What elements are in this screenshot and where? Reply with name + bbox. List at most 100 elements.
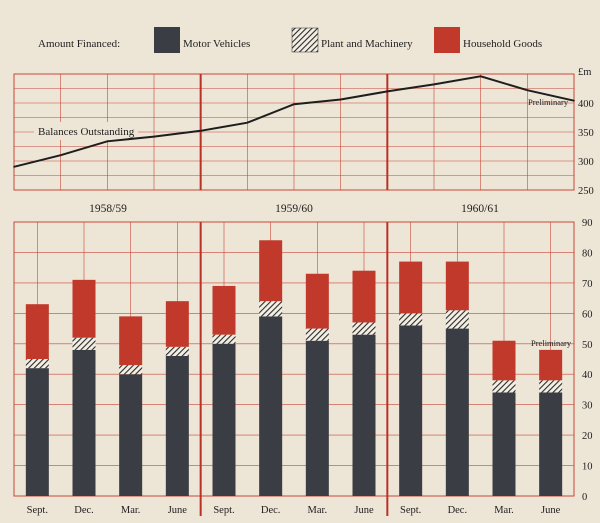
bar-x-tick: June	[354, 505, 374, 516]
line-y-tick-labels: 250 300 350 400	[578, 99, 594, 197]
bar-chart-year-dividers	[199, 222, 389, 516]
bar-stack	[25, 304, 49, 496]
line-y-tick: 400	[578, 99, 594, 110]
bar-plant	[212, 334, 236, 344]
bar-y-tick: 10	[582, 462, 593, 473]
bar-plant	[72, 337, 96, 350]
bar-chart-grid	[13, 221, 575, 497]
bar-x-tick: Dec.	[74, 505, 94, 516]
balances-line-chart: Balances Outstanding Preliminary £m 250 3…	[13, 67, 594, 197]
legend-label-motor-vehicles: Motor Vehicles	[183, 38, 250, 50]
bar-plant	[492, 380, 516, 393]
bar-household	[25, 304, 49, 359]
balances-point	[573, 99, 575, 102]
bar-motor	[25, 368, 49, 496]
balances-point	[339, 98, 342, 101]
legend-label-household-goods: Household Goods	[463, 38, 542, 50]
balances-point	[106, 140, 109, 143]
balances-point	[199, 130, 202, 132]
line-title: Balances Outstanding	[38, 126, 135, 138]
bar-household	[445, 261, 469, 311]
balances-points	[13, 75, 575, 168]
bar-household	[305, 273, 329, 329]
bar-y-tick: 90	[582, 218, 593, 229]
balances-point	[433, 83, 435, 86]
bar-motor	[165, 355, 189, 496]
bar-preliminary-note: Preliminary	[531, 338, 572, 348]
bar-stack	[539, 349, 563, 496]
bar-plant	[119, 365, 143, 375]
bar-household	[259, 240, 283, 302]
bar-stack	[72, 279, 96, 496]
bar-y-tick: 70	[582, 279, 593, 290]
balances-point	[13, 166, 15, 168]
balances-point	[246, 121, 249, 124]
bar-motor	[352, 334, 376, 496]
year-label-1958-59: 1958/59	[89, 203, 127, 215]
bar-household	[119, 316, 143, 366]
bar-plant	[399, 313, 423, 326]
bar-y-tick: 60	[582, 309, 593, 320]
bar-plant	[445, 310, 469, 329]
balances-point	[153, 135, 155, 138]
bar-chart-frame	[13, 221, 575, 497]
bar-household	[72, 279, 96, 338]
legend-title: Amount Financed:	[38, 38, 120, 50]
bar-stack	[492, 340, 516, 496]
year-labels: 1958/59 1959/60 1960/61	[89, 203, 499, 215]
bar-household	[165, 301, 189, 347]
amount-financed-bar-chart: Preliminary 0 10 20 30 40 50 60 70 80 90 Sept. Dec…	[13, 218, 593, 516]
line-title-background	[34, 122, 138, 140]
bar-plant	[259, 301, 283, 317]
bar-stack	[212, 285, 236, 496]
legend: Amount Financed: Motor Vehicles Plant an…	[38, 27, 542, 53]
bar-motor	[539, 392, 563, 496]
line-unit-label: £m	[578, 67, 591, 78]
bar-y-tick: 30	[582, 401, 593, 412]
bar-x-tick: June	[541, 505, 561, 516]
legend-swatch-motor-vehicles	[154, 27, 180, 53]
legend-label-plant-and-machinery: Plant and Machinery	[321, 38, 413, 50]
bar-stack	[445, 261, 469, 496]
line-y-tick: 250	[578, 186, 594, 197]
line-preliminary-note: Preliminary	[528, 97, 569, 107]
bar-y-tick: 80	[582, 248, 593, 259]
bar-motor	[119, 374, 143, 496]
line-y-tick: 300	[578, 157, 594, 168]
balances-point	[386, 90, 389, 93]
bar-y-tick: 40	[582, 370, 593, 381]
legend-swatch-household-goods	[434, 27, 460, 53]
bar-x-tick: Mar.	[308, 505, 328, 516]
top-chart-year-dividers	[199, 74, 389, 190]
bar-motor	[399, 325, 423, 496]
bar-motor	[212, 343, 236, 496]
bar-y-tick: 0	[582, 492, 587, 503]
bar-stack	[119, 316, 143, 496]
year-label-1960-61: 1960/61	[461, 203, 499, 215]
bar-x-tick: Sept.	[213, 505, 234, 516]
bar-x-tick-labels: Sept. Dec. Mar. June Sept. Dec. Mar. June Sept. D…	[27, 505, 561, 516]
year-label-1959-60: 1959/60	[275, 203, 313, 215]
bar-household	[212, 285, 236, 335]
bar-plant	[25, 359, 49, 369]
bar-household	[539, 349, 563, 381]
bar-x-tick: June	[168, 505, 188, 516]
bar-y-tick: 20	[582, 431, 593, 442]
bar-x-tick: Sept.	[27, 505, 48, 516]
balances-point	[293, 103, 295, 105]
balances-point	[479, 75, 482, 78]
legend-swatch-plant-and-machinery	[291, 27, 319, 53]
line-y-tick: 350	[578, 128, 594, 139]
bar-stack	[259, 240, 283, 496]
bar-motor	[305, 340, 329, 496]
bar-y-tick-labels: 0 10 20 30 40 50 60 70 80 90	[582, 218, 593, 503]
bar-plant	[165, 346, 189, 356]
bar-motor	[72, 349, 96, 496]
bar-x-tick: Dec.	[261, 505, 281, 516]
bar-plant	[352, 322, 376, 335]
bar-motor	[445, 328, 469, 496]
bar-plant	[539, 380, 563, 393]
bar-x-tick: Dec.	[448, 505, 468, 516]
